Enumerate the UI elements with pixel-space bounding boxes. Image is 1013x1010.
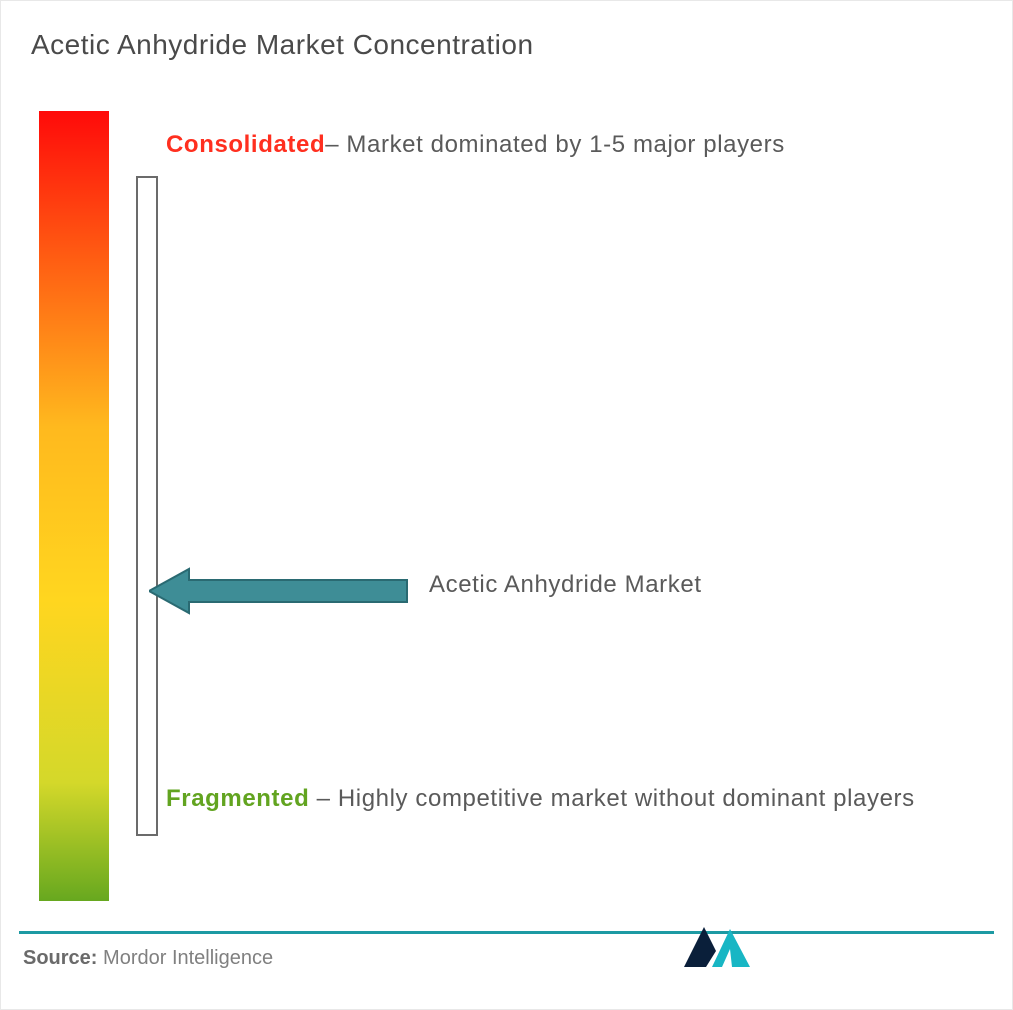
mordor-logo-icon — [682, 919, 752, 969]
logo-left-shape — [684, 927, 716, 967]
footer-rule — [19, 931, 994, 934]
bracket-line — [136, 176, 138, 836]
bracket-line — [136, 834, 158, 836]
consolidated-key: Consolidated — [166, 131, 325, 158]
bracket-line — [156, 176, 158, 836]
market-pointer-label: Acetic Anhydride Market — [429, 571, 702, 599]
source-attribution: Source: Mordor Intelligence — [23, 947, 273, 970]
concentration-gradient-bar — [39, 111, 109, 901]
market-pointer-arrow — [149, 566, 409, 616]
gradient-rect — [39, 111, 109, 901]
bracket-line — [136, 176, 158, 178]
source-label: Source: — [23, 947, 97, 969]
source-value: Mordor Intelligence — [103, 947, 273, 969]
fragmented-text: – Highly competitive market without domi… — [309, 785, 914, 812]
consolidated-description: Consolidated– Market dominated by 1-5 ma… — [166, 119, 785, 172]
consolidated-text: – Market dominated by 1-5 major players — [325, 131, 785, 158]
logo-right-shape — [712, 929, 750, 967]
fragmented-key: Fragmented — [166, 785, 309, 812]
fragmented-description: Fragmented – Highly competitive market w… — [166, 773, 915, 826]
range-bracket — [136, 176, 166, 836]
infographic-card: Acetic Anhydride Market Concentration Co… — [0, 0, 1013, 1010]
arrow-shape — [149, 569, 407, 613]
chart-title: Acetic Anhydride Market Concentration — [31, 29, 534, 61]
